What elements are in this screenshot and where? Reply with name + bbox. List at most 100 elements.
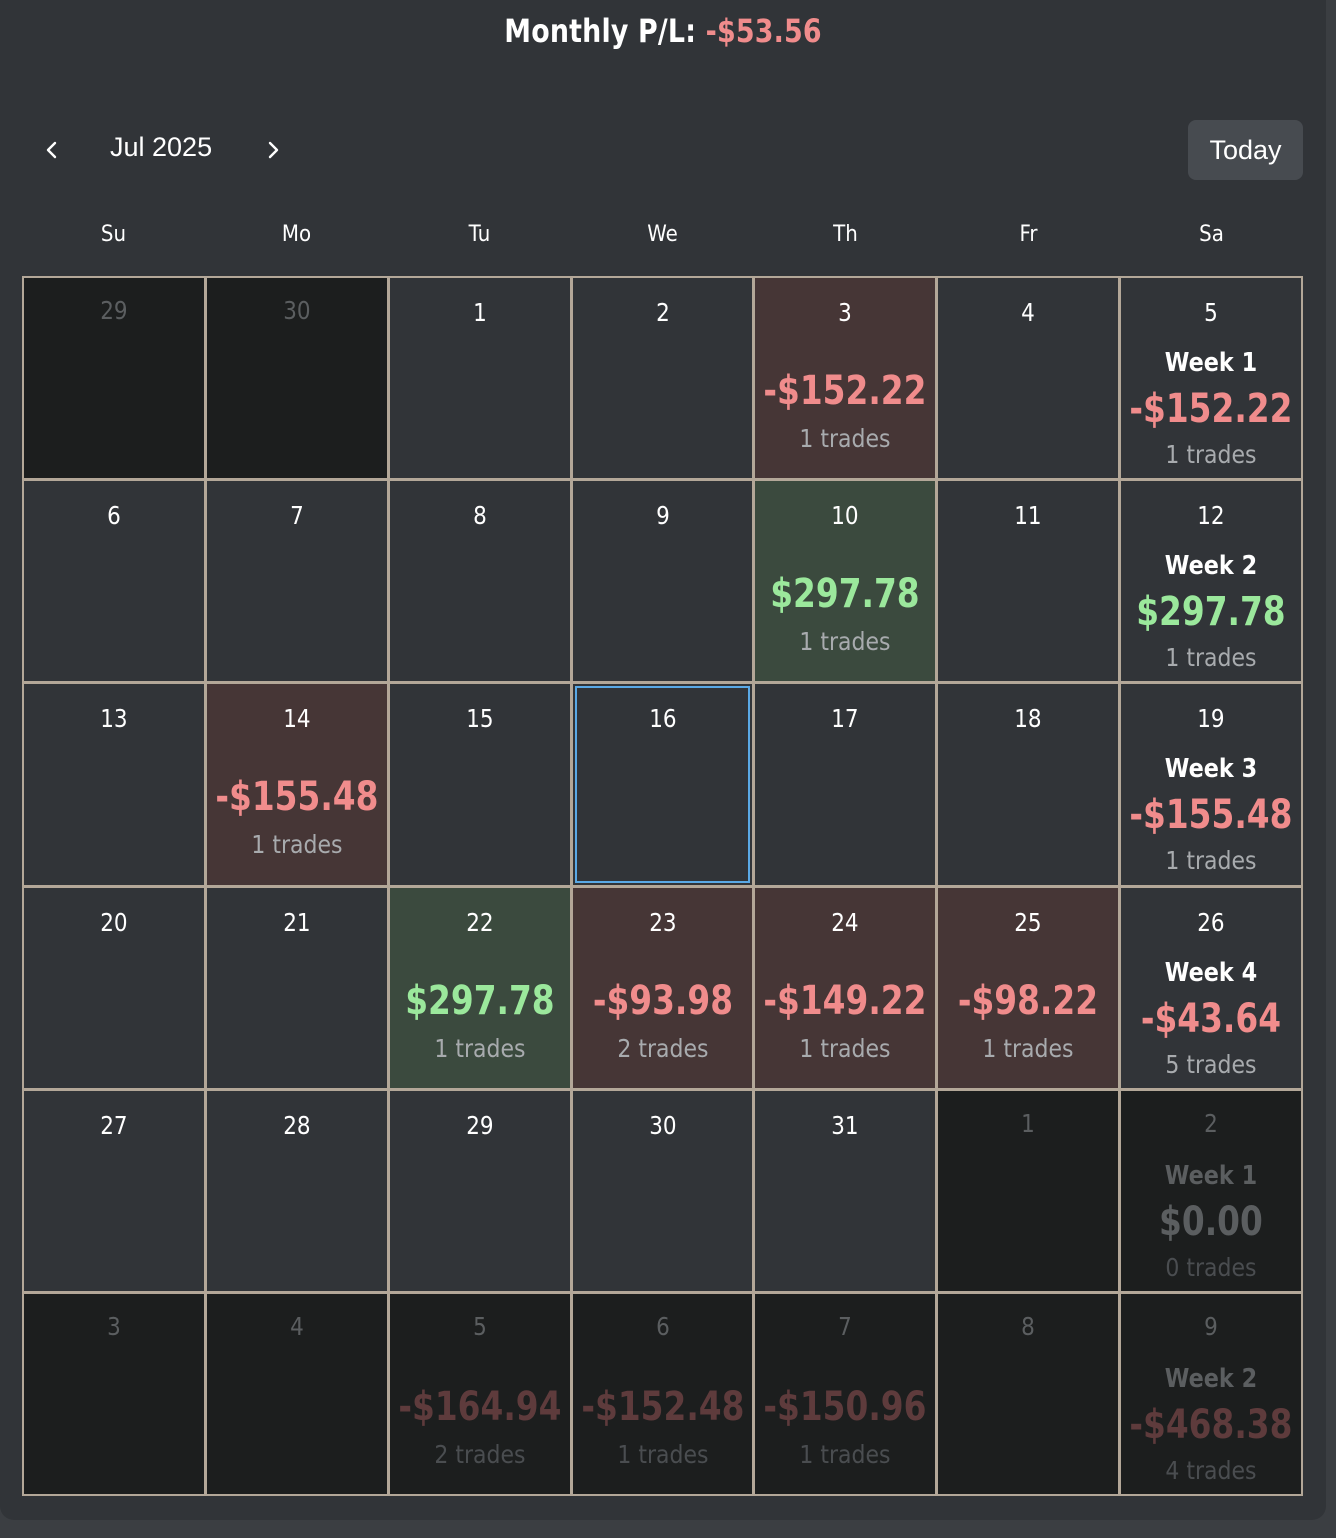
calendar-day-cell[interactable]: 3 — [24, 1293, 204, 1494]
calendar-day-cell[interactable]: 31 — [755, 1090, 936, 1291]
calendar-day-cell[interactable]: 7 — [206, 481, 387, 682]
day-number: 26 — [1197, 907, 1225, 937]
weekday-label: Th — [833, 222, 858, 247]
day-number: 3 — [107, 1311, 121, 1341]
day-trade-count: 1 trades — [799, 424, 891, 453]
calendar-day-cell[interactable]: 29 — [24, 278, 204, 479]
calendar-day-cell[interactable]: 1 — [389, 278, 570, 479]
day-pl-value: -$98.22 — [958, 977, 1099, 1024]
weekday-label: Su — [100, 222, 127, 247]
day-trade-count: 1 trades — [616, 1439, 709, 1469]
calendar-day-cell-selected[interactable]: 16 — [572, 684, 753, 885]
calendar-day-cell[interactable]: 11 — [938, 481, 1119, 682]
day-number: 12 — [1197, 501, 1225, 531]
day-number: 21 — [283, 907, 311, 937]
calendar-day-cell[interactable]: 3 -$152.22 1 trades — [755, 278, 936, 479]
week-pl-value: -$155.48 — [1129, 792, 1293, 839]
weekday-label: Mo — [281, 222, 312, 247]
monthly-pl-value: -$53.56 — [705, 12, 822, 50]
calendar-day-cell[interactable]: 27 — [24, 1090, 204, 1291]
week-label: Week 1 — [1164, 348, 1258, 378]
calendar-day-cell[interactable]: 20 — [24, 887, 204, 1088]
day-number: 28 — [283, 1110, 311, 1140]
calendar-day-cell[interactable]: 30 — [206, 278, 387, 479]
weekday-label: Sa — [1199, 222, 1224, 247]
day-pl-value: $297.78 — [404, 977, 555, 1024]
week-summary-cell[interactable]: 9 Week 2 -$468.38 4 trades — [1121, 1293, 1301, 1494]
week-summary-cell[interactable]: 2 Week 1 $0.00 0 trades — [1121, 1090, 1301, 1291]
calendar-day-cell[interactable]: 7 -$150.96 1 trades — [755, 1293, 936, 1494]
week-summary-cell[interactable]: 19 Week 3 -$155.48 1 trades — [1121, 684, 1301, 885]
day-number: 4 — [1021, 298, 1036, 327]
calendar-day-cell[interactable]: 10 $297.78 1 trades — [755, 481, 936, 682]
week-pl-value: -$43.64 — [1140, 995, 1282, 1042]
day-trade-count: 1 trades — [982, 1033, 1074, 1063]
today-button[interactable]: Today — [1188, 120, 1303, 180]
day-trade-count: 1 trades — [799, 627, 891, 657]
day-pl-value: -$155.48 — [215, 774, 379, 821]
calendar-day-cell[interactable]: 15 — [389, 684, 570, 885]
calendar-day-cell[interactable]: 9 — [572, 481, 753, 682]
day-number: 2 — [655, 298, 670, 327]
day-number: 29 — [100, 296, 128, 325]
calendar-day-cell[interactable]: 1 — [938, 1090, 1119, 1291]
day-number: 6 — [107, 501, 121, 531]
week-trade-count: 1 trades — [1165, 440, 1257, 469]
calendar-day-cell[interactable]: 6 -$152.48 1 trades — [572, 1293, 753, 1494]
calendar-day-cell[interactable]: 4 — [938, 278, 1119, 479]
week-summary-cell[interactable]: 5 Week 1 -$152.22 1 trades — [1121, 278, 1301, 479]
calendar-toolbar: Jul 2025 Today — [0, 118, 1326, 182]
week-pl-value: -$152.22 — [1129, 386, 1293, 432]
prev-month-button[interactable] — [32, 130, 72, 170]
day-number: 9 — [1204, 1311, 1218, 1341]
day-pl-value: -$164.94 — [398, 1383, 562, 1430]
calendar-day-cell[interactable]: 24 -$149.22 1 trades — [755, 887, 936, 1088]
week-label: Week 1 — [1164, 1160, 1258, 1191]
week-pl-value: $297.78 — [1136, 589, 1286, 636]
calendar-day-cell[interactable]: 4 — [206, 1293, 387, 1494]
week-trade-count: 1 trades — [1165, 643, 1257, 673]
calendar-day-cell[interactable]: 8 — [938, 1293, 1119, 1494]
calendar-day-cell[interactable]: 8 — [389, 481, 570, 682]
day-number: 8 — [1021, 1311, 1036, 1341]
day-number: 9 — [655, 501, 670, 531]
calendar-day-cell[interactable]: 6 — [24, 481, 204, 682]
day-trade-count: 1 trades — [799, 1033, 891, 1063]
calendar-day-cell[interactable]: 29 — [389, 1090, 570, 1291]
calendar-day-cell[interactable]: 23 -$93.98 2 trades — [572, 887, 753, 1088]
next-month-button[interactable] — [253, 130, 293, 170]
weekday-header: Su Mo Tu We Th Fr Sa — [22, 222, 1303, 254]
calendar-day-cell[interactable]: 30 — [572, 1090, 753, 1291]
day-pl-value: -$93.98 — [592, 977, 733, 1024]
day-number: 27 — [100, 1110, 128, 1140]
calendar-day-cell[interactable]: 18 — [938, 684, 1119, 885]
calendar-day-cell[interactable]: 17 — [755, 684, 936, 885]
week-summary-cell[interactable]: 26 Week 4 -$43.64 5 trades — [1121, 887, 1301, 1088]
day-number: 5 — [472, 1311, 487, 1341]
calendar-day-cell[interactable]: 5 -$164.94 2 trades — [389, 1293, 570, 1494]
day-trade-count: 2 trades — [616, 1033, 709, 1063]
week-trade-count: 4 trades — [1165, 1455, 1257, 1485]
week-trade-count: 1 trades — [1165, 846, 1257, 876]
calendar-day-cell[interactable]: 28 — [206, 1090, 387, 1291]
day-number: 2 — [1204, 1108, 1218, 1138]
day-number: 1 — [1021, 1108, 1036, 1138]
weekday-label: Tu — [468, 222, 491, 247]
calendar-day-cell[interactable]: 22 $297.78 1 trades — [389, 887, 570, 1088]
calendar-day-cell[interactable]: 14 -$155.48 1 trades — [206, 684, 387, 885]
calendar-day-cell[interactable]: 25 -$98.22 1 trades — [938, 887, 1119, 1088]
day-number: 14 — [283, 704, 311, 734]
calendar-day-cell[interactable]: 21 — [206, 887, 387, 1088]
week-pl-value: -$468.38 — [1129, 1401, 1293, 1448]
week-summary-cell[interactable]: 12 Week 2 $297.78 1 trades — [1121, 481, 1301, 682]
day-number: 30 — [648, 1110, 677, 1140]
week-label: Week 4 — [1164, 957, 1258, 988]
chevron-left-icon — [46, 141, 57, 159]
calendar-day-cell[interactable]: 2 — [572, 278, 753, 479]
day-number: 8 — [472, 501, 487, 531]
day-number: 18 — [1014, 704, 1042, 734]
day-number: 16 — [648, 704, 677, 734]
weekday-label: Fr — [1019, 222, 1038, 247]
calendar-day-cell[interactable]: 13 — [24, 684, 204, 885]
